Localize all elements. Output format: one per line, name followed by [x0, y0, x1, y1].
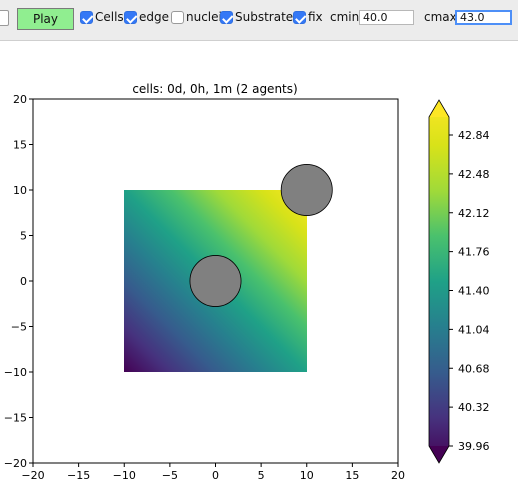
x-tick-label: −5	[162, 469, 178, 482]
colorbar-tick-label: 42.12	[458, 207, 490, 220]
y-tick-label: 15	[13, 139, 27, 152]
x-tick-label: −20	[21, 469, 44, 482]
x-tick-label: −15	[67, 469, 90, 482]
y-tick-label: −20	[4, 457, 27, 470]
y-tick-label: −15	[4, 412, 27, 425]
x-tick-label: −10	[113, 469, 136, 482]
cell-agent	[281, 164, 332, 215]
x-tick-label: 20	[391, 469, 405, 482]
colorbar-ticks: 39.96 40.32 40.68 41.04 41.40 41.76 42.12 42.48…	[449, 129, 490, 453]
colorbar-tick-label: 39.96	[458, 440, 490, 453]
colorbar-tick-label: 41.04	[458, 323, 490, 336]
y-tick-label: −10	[4, 366, 27, 379]
colorbar-tick-label: 42.48	[458, 168, 490, 181]
y-tick-label: −5	[11, 321, 27, 334]
x-tick-label: 15	[345, 469, 359, 482]
colorbar-tick-label: 41.40	[458, 285, 490, 298]
colorbar-tick-label: 41.76	[458, 246, 490, 259]
y-tick-label: 5	[20, 230, 27, 243]
x-axis: −20 −15 −10 −5 0 5 10 15 20	[21, 463, 405, 482]
colorbar-min-extension	[429, 446, 449, 463]
colorbar-body	[429, 100, 449, 463]
y-axis: −20 −15 −10 −5 0 5 10 15 20	[4, 93, 33, 470]
colorbar-tick-label: 42.84	[458, 129, 490, 142]
y-tick-label: 0	[20, 275, 27, 288]
colorbar-tick-label: 40.32	[458, 401, 490, 414]
x-tick-label: 5	[258, 469, 265, 482]
colorbar-tick-label: 40.68	[458, 362, 490, 375]
cell-agent	[190, 255, 241, 306]
y-tick-label: 10	[13, 184, 27, 197]
x-tick-label: 0	[212, 469, 219, 482]
plot-title: cells: 0d, 0h, 1m (2 agents)	[132, 82, 297, 96]
colorbar-max-extension	[429, 100, 449, 117]
y-tick-label: 20	[13, 93, 27, 106]
x-tick-label: 10	[300, 469, 314, 482]
